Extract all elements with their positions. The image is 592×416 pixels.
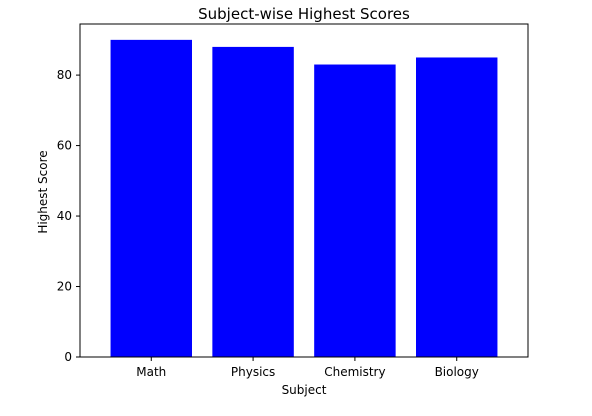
- y-axis-ticks: 0 20 40 60 80: [57, 68, 80, 364]
- x-tick-label: Chemistry: [324, 365, 385, 379]
- y-axis-label-group: Highest Score: [36, 150, 50, 233]
- plot-frame: [79, 23, 529, 358]
- x-tick-label: Biology: [435, 365, 479, 379]
- bar-biology: [416, 57, 498, 357]
- x-axis-ticks: Math Physics Chemistry Biology: [136, 357, 479, 379]
- y-tick-label: 60: [57, 139, 72, 153]
- bar-math: [110, 39, 192, 358]
- bars-group: [110, 39, 498, 358]
- x-tick-label: Physics: [231, 365, 275, 379]
- y-tick-label: 20: [57, 280, 72, 294]
- bar-chemistry: [314, 64, 396, 358]
- y-tick-label: 80: [57, 68, 72, 82]
- y-tick-label: 40: [57, 209, 72, 223]
- bar-physics: [212, 46, 294, 358]
- x-tick-label: Math: [136, 365, 166, 379]
- y-axis-label: Highest Score: [36, 150, 50, 233]
- y-tick-label: 0: [64, 350, 72, 364]
- x-axis-label: Subject: [282, 383, 327, 397]
- chart-title: Subject-wise Highest Scores: [198, 5, 410, 23]
